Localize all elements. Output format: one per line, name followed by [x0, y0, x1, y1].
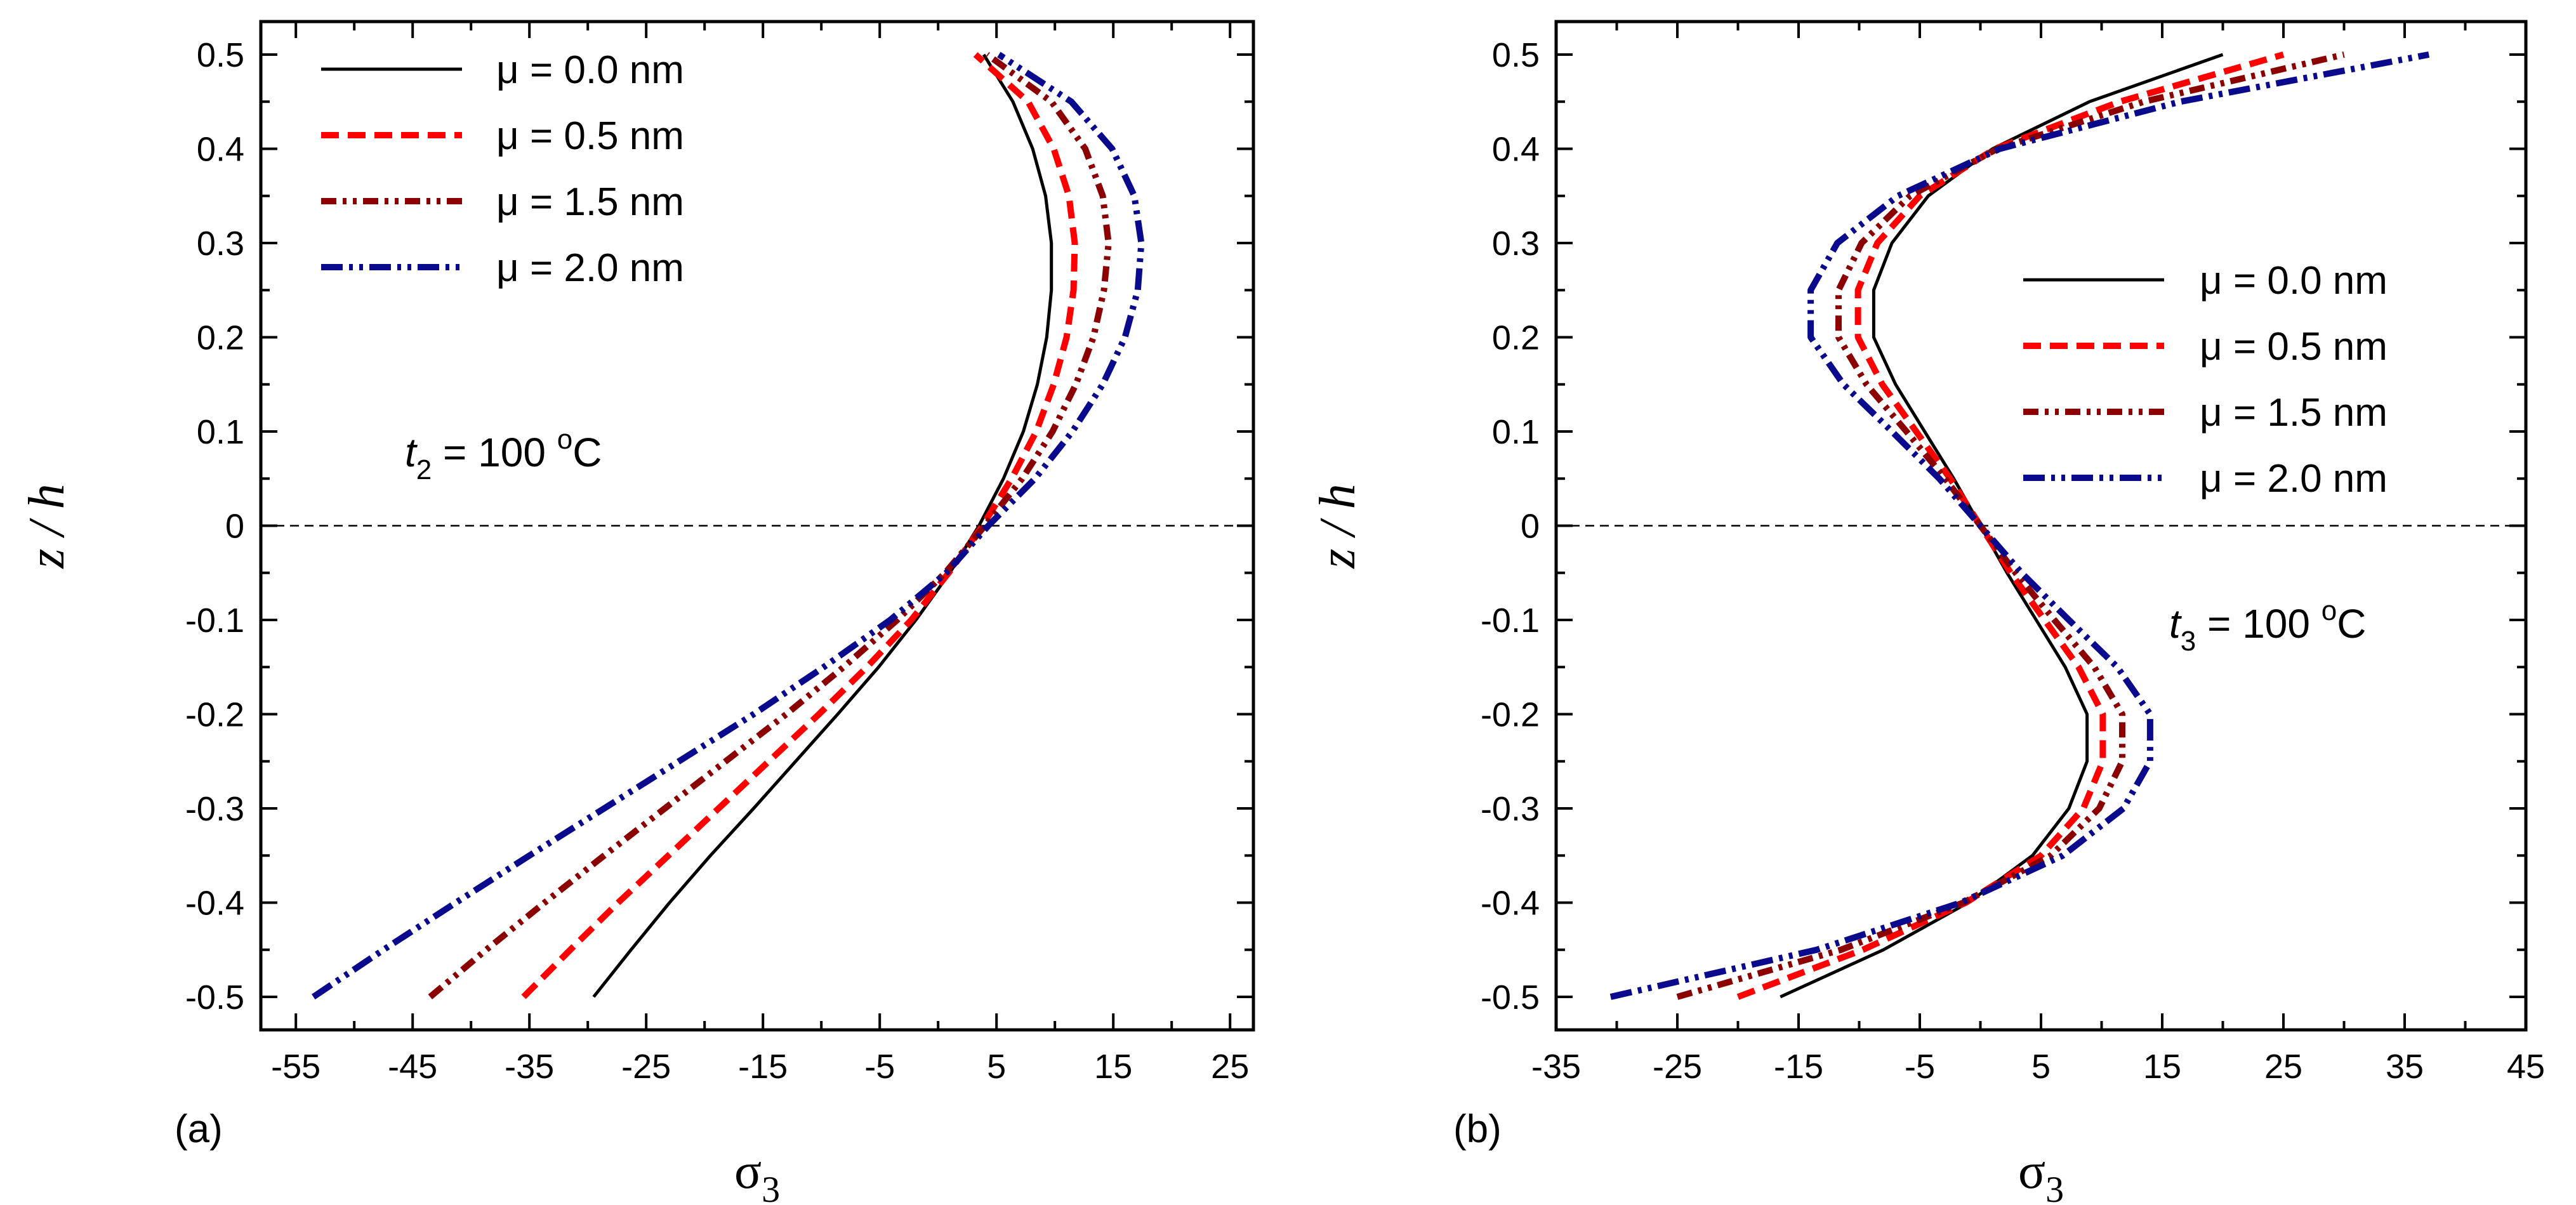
y-tick-label: 0.5 [1492, 36, 1540, 74]
legend-label-3: μ = 2.0 nm [2200, 457, 2388, 501]
x-axis-title: σ3 [734, 1143, 780, 1205]
x-tick-label: -15 [1774, 1048, 1823, 1086]
legend-label-0: μ = 0.0 nm [2200, 259, 2388, 303]
y-axis-title: z / h [1310, 484, 1366, 569]
y-tick-label: -0.2 [185, 696, 244, 734]
panel-label: (b) [1453, 1107, 1502, 1151]
plot-frame [1554, 20, 2528, 1032]
panel-label: (a) [175, 1107, 223, 1151]
y-tick-label: 0.3 [1492, 225, 1540, 263]
x-tick-label: -5 [1905, 1048, 1935, 1086]
y-tick-label: -0.3 [1481, 790, 1540, 828]
legend-label-2: μ = 1.5 nm [2200, 391, 2388, 435]
legend-label-1: μ = 0.5 nm [2200, 325, 2388, 369]
y-tick-label: -0.4 [185, 885, 244, 923]
x-tick-label: -55 [271, 1048, 320, 1086]
x-tick-label: -25 [621, 1048, 671, 1086]
y-tick-label: 0.1 [1492, 413, 1540, 451]
x-tick-label: -25 [1653, 1048, 1702, 1086]
x-tick-label: 5 [987, 1048, 1006, 1086]
series-line-3 [312, 51, 1145, 1000]
x-tick-label: 45 [2507, 1048, 2545, 1086]
y-tick-label: -0.3 [185, 790, 244, 828]
y-tick-label: 0.2 [1492, 319, 1540, 357]
plot-frame [259, 20, 1255, 1032]
y-tick-label: 0.1 [197, 413, 244, 451]
x-tick-label: 5 [2031, 1048, 2051, 1086]
temperature-annotation: t2 = 100 oC [405, 424, 602, 485]
x-tick-label: -45 [388, 1048, 437, 1086]
series-line-3 [1609, 51, 2430, 1000]
legend-label-3: μ = 2.0 nm [496, 246, 684, 290]
legend-label-1: μ = 0.5 nm [496, 114, 684, 158]
x-tick-label: -35 [1531, 1048, 1581, 1086]
x-tick-label: 25 [1211, 1048, 1249, 1086]
x-tick-label: -5 [864, 1048, 895, 1086]
x-tick-label: -35 [505, 1048, 554, 1086]
y-tick-label: -0.4 [1481, 885, 1540, 923]
x-tick-label: -15 [738, 1048, 788, 1086]
x-tick-label: 15 [2143, 1048, 2181, 1086]
y-tick-label: -0.1 [185, 602, 244, 640]
series-line-1 [521, 52, 1078, 999]
x-tick-label: 35 [2386, 1048, 2424, 1086]
x-tick-label: 15 [1094, 1048, 1132, 1086]
chart-panel-b: -35 -25 -15 -5 5 15 25 35 45 -0.5 -0.4 -0.3 -0.2 -0.1… [1310, 20, 2545, 1205]
y-axis-title: z / h [19, 484, 75, 569]
y-tick-label: -0.1 [1481, 602, 1540, 640]
y-tick-label: 0.4 [197, 130, 244, 168]
y-tick-label: -0.5 [1481, 978, 1540, 1017]
y-tick-label: 0.3 [197, 225, 244, 263]
x-tick-label: 25 [2264, 1048, 2302, 1086]
y-tick-label: 0.2 [197, 319, 244, 357]
x-axis-title: σ3 [2018, 1143, 2064, 1205]
chart-panel-a: -55 -45 -35 -25 -15 -5 5 15 25-0.5-0.4-0.3-0.2-0… [19, 20, 1255, 1205]
y-tick-label: -0.2 [1481, 696, 1540, 734]
y-tick-label: 0.5 [197, 36, 244, 74]
legend: μ = 0.0 nm μ = 0.5 nm μ = 1.5 nm μ = 2.0 nm [321, 48, 684, 290]
y-tick-label: 0 [1521, 508, 1540, 546]
temperature-annotation: t3 = 100 oC [2169, 595, 2366, 657]
y-tick-label: -0.5 [185, 978, 244, 1017]
y-tick-label: 0.4 [1492, 130, 1540, 168]
legend-label-2: μ = 1.5 nm [496, 180, 684, 224]
legend-label-0: μ = 0.0 nm [496, 48, 684, 92]
legend: μ = 0.0 nm μ = 0.5 nm μ = 1.5 nm μ = 2.0 nm [2023, 259, 2388, 501]
y-tick-label: 0 [225, 508, 244, 546]
